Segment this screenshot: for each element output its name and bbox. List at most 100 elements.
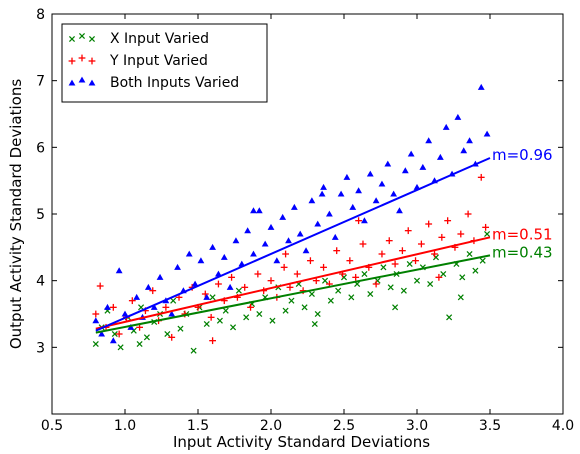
series-0-point-18 (209, 294, 216, 301)
series-1-point-43 (372, 280, 380, 288)
series-1-point-64 (435, 273, 443, 281)
y-tick-label-3: 6 (36, 140, 45, 156)
series-2-point-33 (285, 237, 292, 244)
series-1-point-3 (109, 303, 117, 311)
series-2-point-63 (460, 147, 468, 154)
series-1-point-41 (359, 240, 367, 248)
series-0-point-33-stroke-b (308, 290, 315, 298)
series-0-point-63-stroke-b (392, 304, 399, 311)
series-0-point-37 (335, 287, 342, 294)
series-2-point-34 (290, 203, 298, 210)
series-1-point-29 (280, 263, 288, 271)
series-0-point-35 (321, 277, 329, 284)
series-1-point-63 (209, 337, 216, 345)
series-1-point-12 (168, 333, 176, 341)
series-0-point-0 (92, 340, 99, 348)
series-0-point-41-stroke-b (361, 270, 368, 278)
series-1-point-61 (355, 217, 362, 225)
series-0-point-56 (459, 274, 466, 281)
series-0-point-8-stroke-b (143, 334, 150, 341)
series-0-point-45 (387, 284, 394, 291)
series-2-point-18 (197, 257, 205, 264)
series-1-point-23 (241, 283, 249, 291)
series-2-point-40 (326, 210, 333, 217)
series-2-points (92, 83, 491, 344)
series-2-point-9 (144, 283, 152, 290)
series-2-point-38 (314, 220, 322, 227)
series-0-point-40-stroke-b (354, 280, 361, 288)
series-0-point-58 (472, 267, 479, 274)
series-2-point-60 (442, 123, 450, 130)
series-1-point-53 (438, 233, 446, 241)
series-2-point-10 (150, 303, 158, 310)
series-0-point-13-stroke-b (177, 325, 184, 332)
series-0-point-59-stroke-b (479, 257, 486, 264)
series-2-point-6 (127, 323, 135, 330)
legend-marker-1-0 (68, 57, 76, 65)
series-0-point-21 (230, 324, 237, 331)
series-2-point-23 (226, 283, 234, 290)
series-0-point-27-stroke-b (269, 317, 276, 324)
series-2-point-56 (419, 163, 427, 170)
series-1-point-39 (346, 257, 354, 265)
series-0-point-56-stroke-b (459, 274, 466, 281)
series-0-point-4 (117, 344, 124, 351)
series-0-point-25-stroke-b (256, 310, 263, 318)
series-0-point-38-stroke-b (340, 274, 348, 281)
series-0-point-51 (427, 280, 434, 288)
series-0-point-37-stroke-b (335, 287, 342, 294)
x-tick-label-6: 3.5 (479, 418, 501, 434)
series-0-point-63 (392, 304, 399, 311)
y-tick-label-5: 8 (36, 7, 45, 23)
series-0-point-29-stroke-b (282, 307, 289, 314)
series-1-points (92, 173, 490, 345)
x-tick-label-2: 1.5 (187, 418, 209, 434)
series-0-point-11-stroke-b (164, 330, 171, 338)
series-2-point-59 (436, 153, 444, 160)
series-2-point-21 (215, 270, 222, 277)
series-0-point-42-stroke-b (367, 290, 374, 298)
x-tick-label-5: 3.0 (406, 418, 428, 434)
series-1-point-51 (425, 220, 433, 228)
series-1-point-6 (128, 297, 136, 305)
series-0-point-48 (406, 260, 413, 268)
y-tick-label-0: 3 (36, 340, 45, 356)
legend-marker-0-1-stroke-b (78, 32, 86, 40)
series-1-point-9 (149, 287, 157, 295)
series-1-point-47 (399, 247, 406, 255)
series-0-point-23 (243, 314, 250, 321)
series-1-point-49 (412, 257, 419, 265)
series-0-fit-line (95, 254, 491, 334)
legend-marker-0-2 (88, 35, 96, 43)
series-0-point-19 (216, 317, 223, 324)
x-tick-label-0: 0.5 (41, 418, 63, 434)
series-0-point-20-stroke-b (222, 307, 229, 314)
series-0-point-53-stroke-b (440, 270, 447, 278)
series-0-point-39-stroke-b (348, 294, 355, 301)
x-tick-label-1: 1.0 (114, 418, 136, 434)
series-0-point-36 (327, 297, 334, 304)
series-2-point-14 (174, 263, 181, 270)
series-1-point-1 (96, 282, 104, 290)
series-0-point-22-stroke-b (235, 287, 242, 294)
series-0-point-0-stroke-b (92, 340, 99, 348)
series-1-point-44 (378, 250, 386, 258)
series-1-point-40 (352, 273, 360, 281)
series-2-point-19 (203, 293, 211, 300)
series-0-point-20 (222, 307, 229, 314)
series-0-point-32 (301, 304, 308, 311)
x-tick-label-7: 4.0 (552, 418, 574, 434)
series-2-point-20 (209, 243, 216, 250)
series-0-point-17 (203, 320, 210, 328)
x-tick-label-3: 2.0 (260, 418, 282, 434)
series-1-point-19 (215, 280, 222, 288)
series-0-point-62-stroke-b (311, 320, 318, 328)
series-1-point-46 (391, 260, 399, 268)
legend-label-0: X Input Varied (110, 31, 209, 47)
series-2-point-67 (483, 130, 491, 137)
series-0-point-19-stroke-b (216, 317, 223, 324)
series-2-point-7 (133, 293, 141, 300)
series-0-point-15-stroke-b (190, 347, 197, 354)
series-0-point-61-stroke-b (136, 340, 143, 348)
